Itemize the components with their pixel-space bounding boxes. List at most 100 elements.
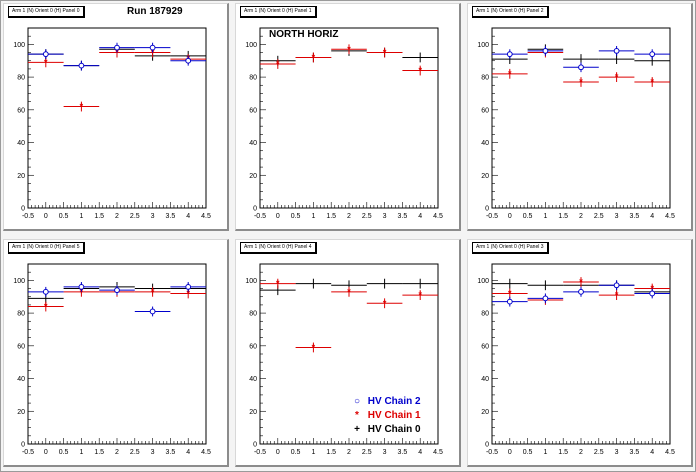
- data-point: *: [634, 77, 670, 87]
- data-point: [598, 46, 635, 56]
- data-point: [63, 60, 100, 71]
- panel-4-pad: -0.5 0 0.5 1 1.5 2 2.5 3 3.5 4 4.5 0 20 40 60 80 100 * * * *…: [235, 239, 461, 467]
- circle-marker: [578, 64, 584, 71]
- x-tick-label: 0: [508, 449, 512, 456]
- star-marker: *: [276, 59, 280, 69]
- x-tick-label: -0.5: [254, 213, 266, 220]
- x-tick-label: 1.5: [326, 449, 336, 456]
- star-marker: *: [508, 69, 512, 79]
- y-tick-label: 20: [17, 409, 25, 416]
- y-tick-label: 20: [249, 173, 257, 180]
- star-marker: *: [579, 277, 583, 287]
- y-tick-label: 40: [249, 376, 257, 383]
- circle-marker: [649, 290, 656, 297]
- data-point: [63, 282, 100, 292]
- x-tick-label: 1: [311, 213, 315, 220]
- y-tick-label: 80: [249, 75, 257, 82]
- data-point: [563, 62, 599, 73]
- star-marker: *: [44, 57, 48, 67]
- x-tick-label: 2: [347, 213, 351, 220]
- x-tick-label: -0.5: [22, 449, 34, 456]
- legend-label: HV Chain 2: [367, 396, 421, 407]
- legend: ○ HV Chain 2 * HV Chain 1 + HV Chain 0: [349, 395, 421, 437]
- circle-marker: [542, 48, 549, 54]
- data-point: [492, 49, 528, 60]
- legend-label: HV Chain 1: [367, 410, 421, 421]
- y-tick-label: 80: [481, 75, 489, 82]
- panel-3-plot: -0.500.511.522.533.544.5020406080100****…: [477, 263, 675, 456]
- x-tick-label: 0: [276, 449, 280, 456]
- star-marker: *: [312, 342, 316, 352]
- x-tick-label: 1: [79, 213, 83, 220]
- y-tick-label: 100: [245, 278, 257, 285]
- data-point: [598, 280, 635, 291]
- star-marker: *: [383, 298, 387, 308]
- x-tick-label: 3: [615, 449, 619, 456]
- panel-1-pad: -0.5 0 0.5 1 1.5 2 2.5 3 3.5 4 4.5 0 20 40 60 80 100 * * * *…: [235, 3, 461, 231]
- data-point: [99, 285, 135, 296]
- x-tick-label: 1.5: [94, 449, 104, 456]
- star-marker: *: [186, 288, 190, 298]
- circle-marker: [185, 57, 192, 64]
- star-marker: *: [508, 288, 512, 298]
- cross-marker-icon: +: [354, 424, 360, 435]
- y-tick-label: 80: [249, 311, 257, 318]
- x-tick-label: 1: [543, 213, 547, 220]
- data-point: [492, 296, 528, 307]
- run-label: Run 187929: [127, 6, 183, 17]
- data-point: *: [366, 48, 403, 58]
- data-point: *: [331, 44, 367, 54]
- data-point: [492, 278, 528, 289]
- x-tick-label: 4.5: [201, 449, 211, 456]
- y-tick-label: 40: [17, 376, 25, 383]
- annotation-label: NORTH HORIZ: [269, 29, 339, 40]
- star-marker: *: [615, 290, 619, 300]
- data-point: *: [63, 102, 100, 112]
- x-tick-label: 3: [383, 213, 387, 220]
- x-tick-label: 2.5: [362, 213, 372, 220]
- y-tick-label: 100: [477, 42, 489, 49]
- circle-marker: [114, 287, 120, 294]
- circle-marker: [185, 284, 192, 290]
- data-point: [170, 55, 206, 66]
- x-tick-label: 4.5: [433, 213, 443, 220]
- panel-1-title: Arm 1 (N) Orient 0 (H) Panel 1: [240, 6, 317, 18]
- star-marker: *: [383, 48, 387, 58]
- x-tick-label: 2.5: [594, 449, 604, 456]
- y-tick-label: 100: [245, 42, 257, 49]
- y-tick-label: 0: [253, 442, 257, 449]
- panel-0-title: Arm 1 (N) Orient 0 (H) Panel 0: [8, 6, 85, 18]
- y-tick-label: 0: [485, 206, 489, 213]
- panel-3-title: Arm 1 (N) Orient 0 (H) Panel 3: [472, 242, 549, 254]
- circle-marker: [578, 288, 584, 295]
- y-tick-label: 40: [249, 140, 257, 147]
- legend-item-chain-0: + HV Chain 0: [349, 423, 421, 437]
- x-tick-label: 4: [418, 449, 422, 456]
- y-tick-label: 20: [481, 409, 489, 416]
- x-tick-label: 2: [347, 449, 351, 456]
- x-tick-label: 0.5: [291, 213, 301, 220]
- circle-marker: [149, 308, 156, 315]
- star-marker-icon: *: [355, 410, 359, 421]
- y-tick-label: 100: [13, 42, 25, 49]
- x-tick-label: 0: [44, 449, 48, 456]
- star-marker: *: [347, 44, 351, 54]
- x-tick-label: -0.5: [22, 213, 34, 220]
- data-point: [563, 286, 599, 297]
- star-marker: *: [80, 102, 84, 112]
- x-tick-label: 3.5: [166, 213, 176, 220]
- data-point: [28, 49, 64, 60]
- circle-marker-icon: ○: [353, 396, 361, 407]
- y-tick-label: 20: [481, 173, 489, 180]
- x-tick-label: 3.5: [630, 449, 640, 456]
- legend-item-chain-2: ○ HV Chain 2: [349, 395, 421, 409]
- star-marker: *: [312, 52, 316, 62]
- star-marker: *: [615, 72, 619, 82]
- circle-marker: [78, 62, 85, 69]
- x-tick-label: 4: [186, 213, 190, 220]
- data-point: *: [134, 287, 171, 297]
- x-tick-label: 0.5: [523, 449, 533, 456]
